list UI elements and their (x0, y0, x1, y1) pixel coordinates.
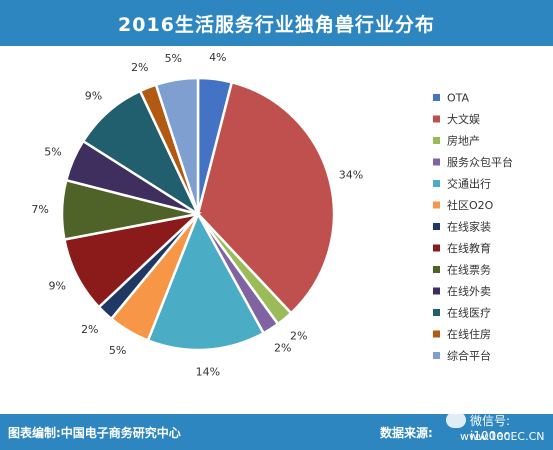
slice-data-label: 2% (131, 61, 148, 74)
legend-label: 在线家装 (447, 220, 491, 234)
slice-data-label: 2% (290, 330, 307, 343)
legend-swatch (433, 352, 440, 359)
pie-chart: 4%34%2%2%14%5%2%9%7%5%9%2%5%OTA大文娱房地产服务众… (31, 51, 513, 379)
pie-slice-5 (146, 211, 266, 352)
watermark: 微信号: i100ec www.100EC.CN (440, 410, 552, 448)
legend-swatch (433, 180, 440, 187)
slice-data-label: 4% (209, 51, 226, 64)
legend-label: 在线票务 (447, 263, 491, 277)
legend-swatch (433, 201, 440, 209)
legend-label: 房地产 (447, 134, 480, 148)
legend-label: 大文娱 (447, 112, 480, 126)
legend-label: 在线医疗 (447, 306, 491, 320)
legend-swatch (433, 137, 440, 144)
watermark-url: www.100EC.CN (460, 430, 545, 443)
legend-label: 社区O2O (447, 198, 494, 212)
legend-label: 在线住房 (447, 327, 491, 341)
wechat-icon (446, 412, 466, 428)
legend-label: OTA (447, 92, 470, 105)
legend-label: 在线外卖 (447, 284, 491, 298)
legend-swatch (433, 266, 440, 273)
slice-data-label: 2% (274, 341, 291, 354)
chart-title: 2016生活服务行业独角兽行业分布 (118, 13, 435, 36)
footer-source: 数据来源: (380, 426, 433, 440)
legend-swatch (433, 244, 440, 252)
slice-data-label: 5% (109, 344, 126, 357)
slice-data-label: 5% (44, 145, 61, 158)
legend-swatch (433, 287, 440, 295)
chart-area: 4% 34% 2% 2% 14% 5% 2% 9% 7% 5% 9% 2% 5% OTA 大文娱 房地产 服务众… (0, 46, 553, 414)
slice-data-label: 34% (339, 169, 363, 182)
slice-data-label: 2% (81, 323, 98, 336)
legend-swatch (433, 330, 440, 338)
watermark-wechat-id: 微信号: i100ec (470, 414, 511, 443)
legend-swatch (433, 115, 440, 123)
footer-credit: 图表编制:中国电子商务研究中心 (8, 426, 181, 440)
legend-label: 综合平台 (447, 349, 491, 363)
legend-swatch (433, 309, 440, 316)
pie-slice-2 (196, 80, 336, 315)
slice-data-label: 14% (196, 366, 220, 379)
slice-data-label: 7% (31, 203, 48, 216)
slice-data-label: 5% (165, 52, 182, 65)
title-bar: 2016生活服务行业独角兽行业分布 (0, 0, 553, 46)
pie-slice-13 (154, 76, 200, 215)
legend-swatch (433, 158, 440, 166)
legend-label: 交通出行 (447, 177, 491, 191)
legend-label: 服务众包平台 (447, 155, 513, 169)
slice-data-label: 9% (85, 90, 102, 103)
legend-label: 在线教育 (447, 241, 491, 255)
legend-swatch (433, 94, 440, 101)
legend-swatch (433, 223, 440, 230)
slice-data-label: 9% (48, 280, 65, 293)
